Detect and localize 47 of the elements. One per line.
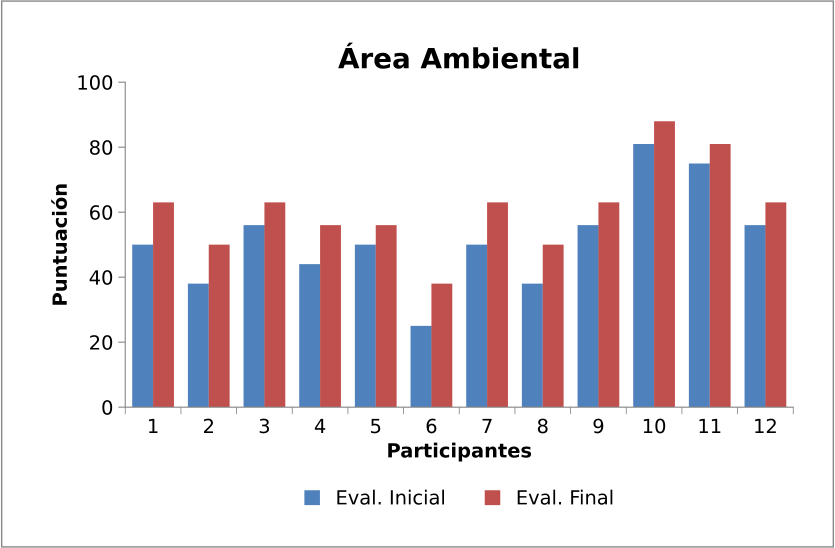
x-tick-label: 4 <box>314 418 326 434</box>
bar <box>542 244 564 408</box>
bar <box>633 144 654 408</box>
x-tick-label: 5 <box>371 418 380 434</box>
y-axis-title: Puntuación <box>51 184 68 305</box>
chart-title: Área Ambiental <box>338 42 578 69</box>
y-tick-label: 0 <box>102 400 112 415</box>
bar <box>654 121 675 408</box>
bar <box>354 244 376 408</box>
bar <box>765 202 786 408</box>
y-tick-label: 60 <box>90 205 112 220</box>
x-tick-label: 7 <box>482 418 492 434</box>
bar <box>710 144 731 408</box>
legend-label: Eval. Inicial <box>337 490 444 505</box>
bar <box>188 284 209 408</box>
bar <box>466 244 488 408</box>
bar <box>487 202 508 408</box>
x-tick-label: 2 <box>204 418 213 434</box>
bar <box>688 163 710 408</box>
x-tick-label: 3 <box>260 418 270 434</box>
legend-label: Eval. Final <box>518 490 612 505</box>
x-tick-label: 8 <box>538 418 548 434</box>
x-tick-label: 1 <box>149 418 158 434</box>
x-tick-label: 12 <box>755 418 776 434</box>
bar <box>410 326 432 408</box>
bar <box>244 225 264 408</box>
bar <box>522 284 543 408</box>
bar <box>578 225 598 408</box>
bar <box>264 202 286 408</box>
x-axis-title: Participantes <box>388 442 532 462</box>
x-tick-label: 10 <box>644 418 666 434</box>
y-tick-label: 40 <box>90 270 112 285</box>
y-tick-label: 100 <box>78 75 112 90</box>
x-tick-label: 6 <box>426 418 436 434</box>
bar <box>153 202 174 408</box>
bar <box>431 284 452 408</box>
bar <box>598 202 620 408</box>
bar <box>744 225 766 408</box>
x-tick-label: 11 <box>700 418 720 434</box>
bar <box>320 225 341 408</box>
bar <box>208 244 230 408</box>
bar <box>376 225 397 408</box>
bar <box>132 244 154 408</box>
bar <box>299 264 320 408</box>
y-tick-label: 80 <box>90 140 112 155</box>
y-tick-label: 20 <box>90 335 112 350</box>
x-tick-label: 9 <box>593 418 604 434</box>
